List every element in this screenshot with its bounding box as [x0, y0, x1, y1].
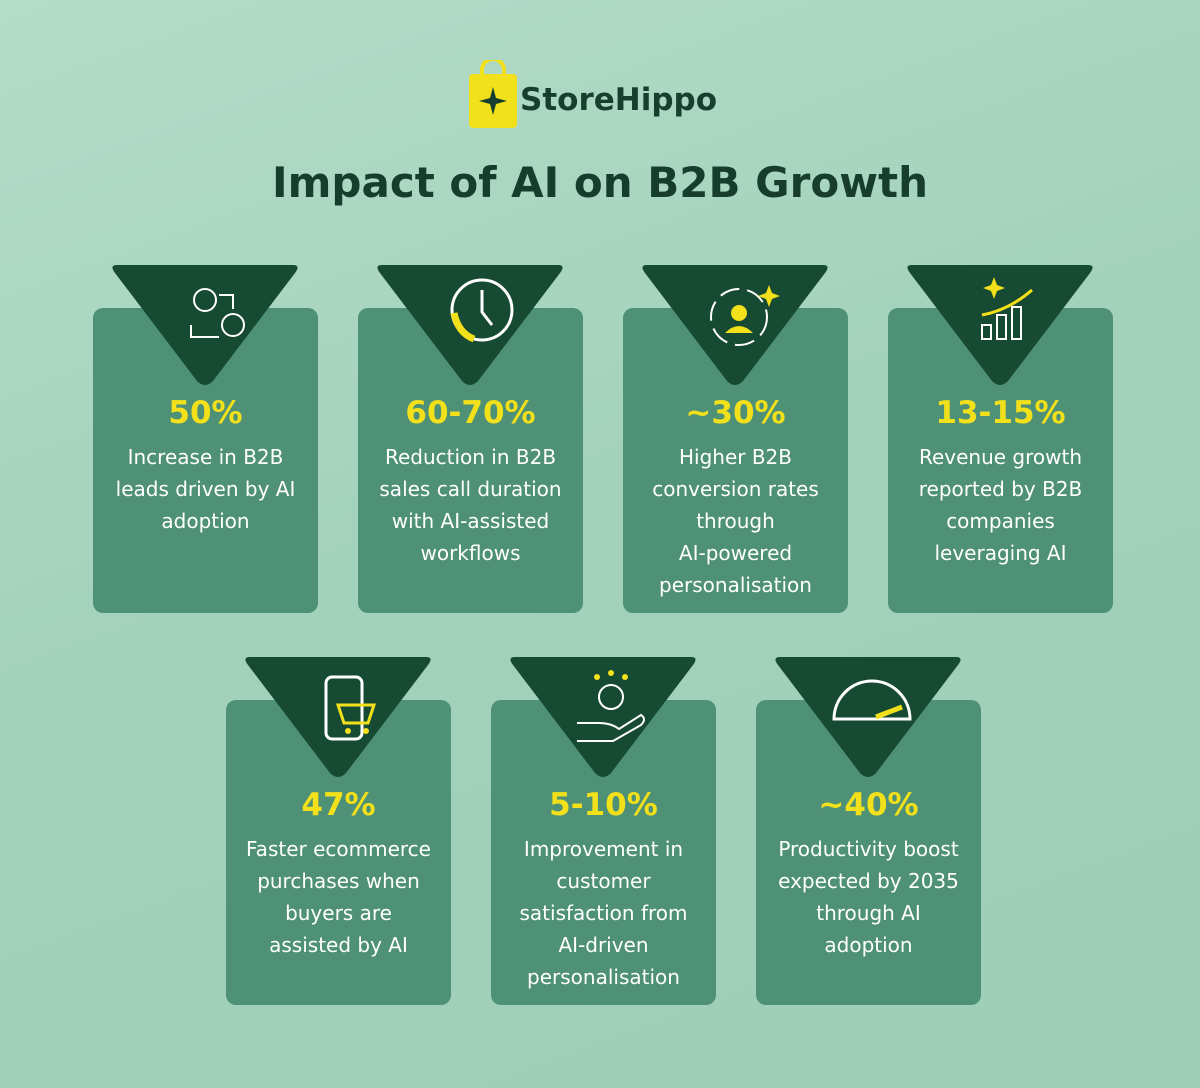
description-line: leads driven by AI [115, 477, 296, 501]
icon-badge [377, 265, 563, 385]
stat-value: 50% [168, 395, 243, 431]
description: Faster ecommerce purchases when buyers are… [226, 833, 451, 961]
description-line: adoption [824, 933, 913, 957]
logo-icon [469, 60, 517, 128]
description: Productivity boost expected by 2035 throug… [756, 833, 981, 961]
description-line: customer [556, 869, 651, 893]
description-line: AI-powered [678, 541, 793, 565]
stat-card: ~30% Higher B2B conversion rates through AI-… [623, 265, 848, 613]
description-line: through [696, 509, 775, 533]
icon-badge [245, 657, 431, 777]
icon-badge [510, 657, 696, 777]
description-line: adoption [161, 509, 250, 533]
description-line: satisfaction from [519, 901, 688, 925]
stat-card: 50% Increase in B2B leads driven by AI adop… [93, 265, 318, 613]
icon-badge [642, 265, 828, 385]
icon-badge [112, 265, 298, 385]
description-line: reported by B2B [918, 477, 1083, 501]
description-line: expected by 2035 [778, 869, 959, 893]
stat-card: ~40% Productivity boost expected by 2035 th… [756, 657, 981, 1005]
description: Increase in B2B leads driven by AI adoptio… [93, 441, 318, 537]
description-line: AI-driven [558, 933, 649, 957]
description-line: Reduction in B2B [384, 445, 557, 469]
description-line: personalisation [527, 965, 680, 989]
description-line: conversion rates [652, 477, 819, 501]
stat-card: 5-10% Improvement in customer satisfaction … [491, 657, 716, 1005]
description: Improvement in customer satisfaction from A… [491, 833, 716, 993]
description-line: sales call duration [379, 477, 562, 501]
description-line: purchases when [257, 869, 420, 893]
description-line: companies [946, 509, 1055, 533]
description-line: Higher B2B [678, 445, 793, 469]
stat-card: 60-70% Reduction in B2B sales call duratio… [358, 265, 583, 613]
description: Reduction in B2B sales call duration with … [358, 441, 583, 569]
description-line: buyers are [285, 901, 392, 925]
stat-value: 60-70% [405, 395, 536, 431]
stat-card: 47% Faster ecommerce purchases when buyers … [226, 657, 451, 1005]
description-line: leveraging AI [934, 541, 1067, 565]
icon-badge [907, 265, 1093, 385]
icon-badge [775, 657, 961, 777]
description-line: Improvement in [523, 837, 684, 861]
description: Revenue growth reported by B2B companies le… [888, 441, 1113, 569]
stat-value: ~30% [685, 395, 786, 431]
description-line: with AI-assisted [391, 509, 550, 533]
description-line: assisted by AI [269, 933, 408, 957]
stat-value: ~40% [818, 787, 919, 823]
description: Higher B2B conversion rates through AI-powe… [623, 441, 848, 601]
stat-value: 5-10% [549, 787, 658, 823]
description-line: through AI [816, 901, 921, 925]
stat-value: 47% [301, 787, 376, 823]
description-line: workflows [420, 541, 521, 565]
stat-value: 13-15% [935, 395, 1066, 431]
brand-name: StoreHippo [520, 82, 718, 118]
description-line: Revenue growth [918, 445, 1083, 469]
title: Impact of AI on B2B Growth [272, 158, 928, 207]
description-line: personalisation [659, 573, 812, 597]
description-line: Productivity boost [778, 837, 959, 861]
description-line: Faster ecommerce [246, 837, 431, 861]
stat-card: 13-15% Revenue growth reported by B2B compa… [888, 265, 1113, 613]
description-line: Increase in B2B [127, 445, 284, 469]
